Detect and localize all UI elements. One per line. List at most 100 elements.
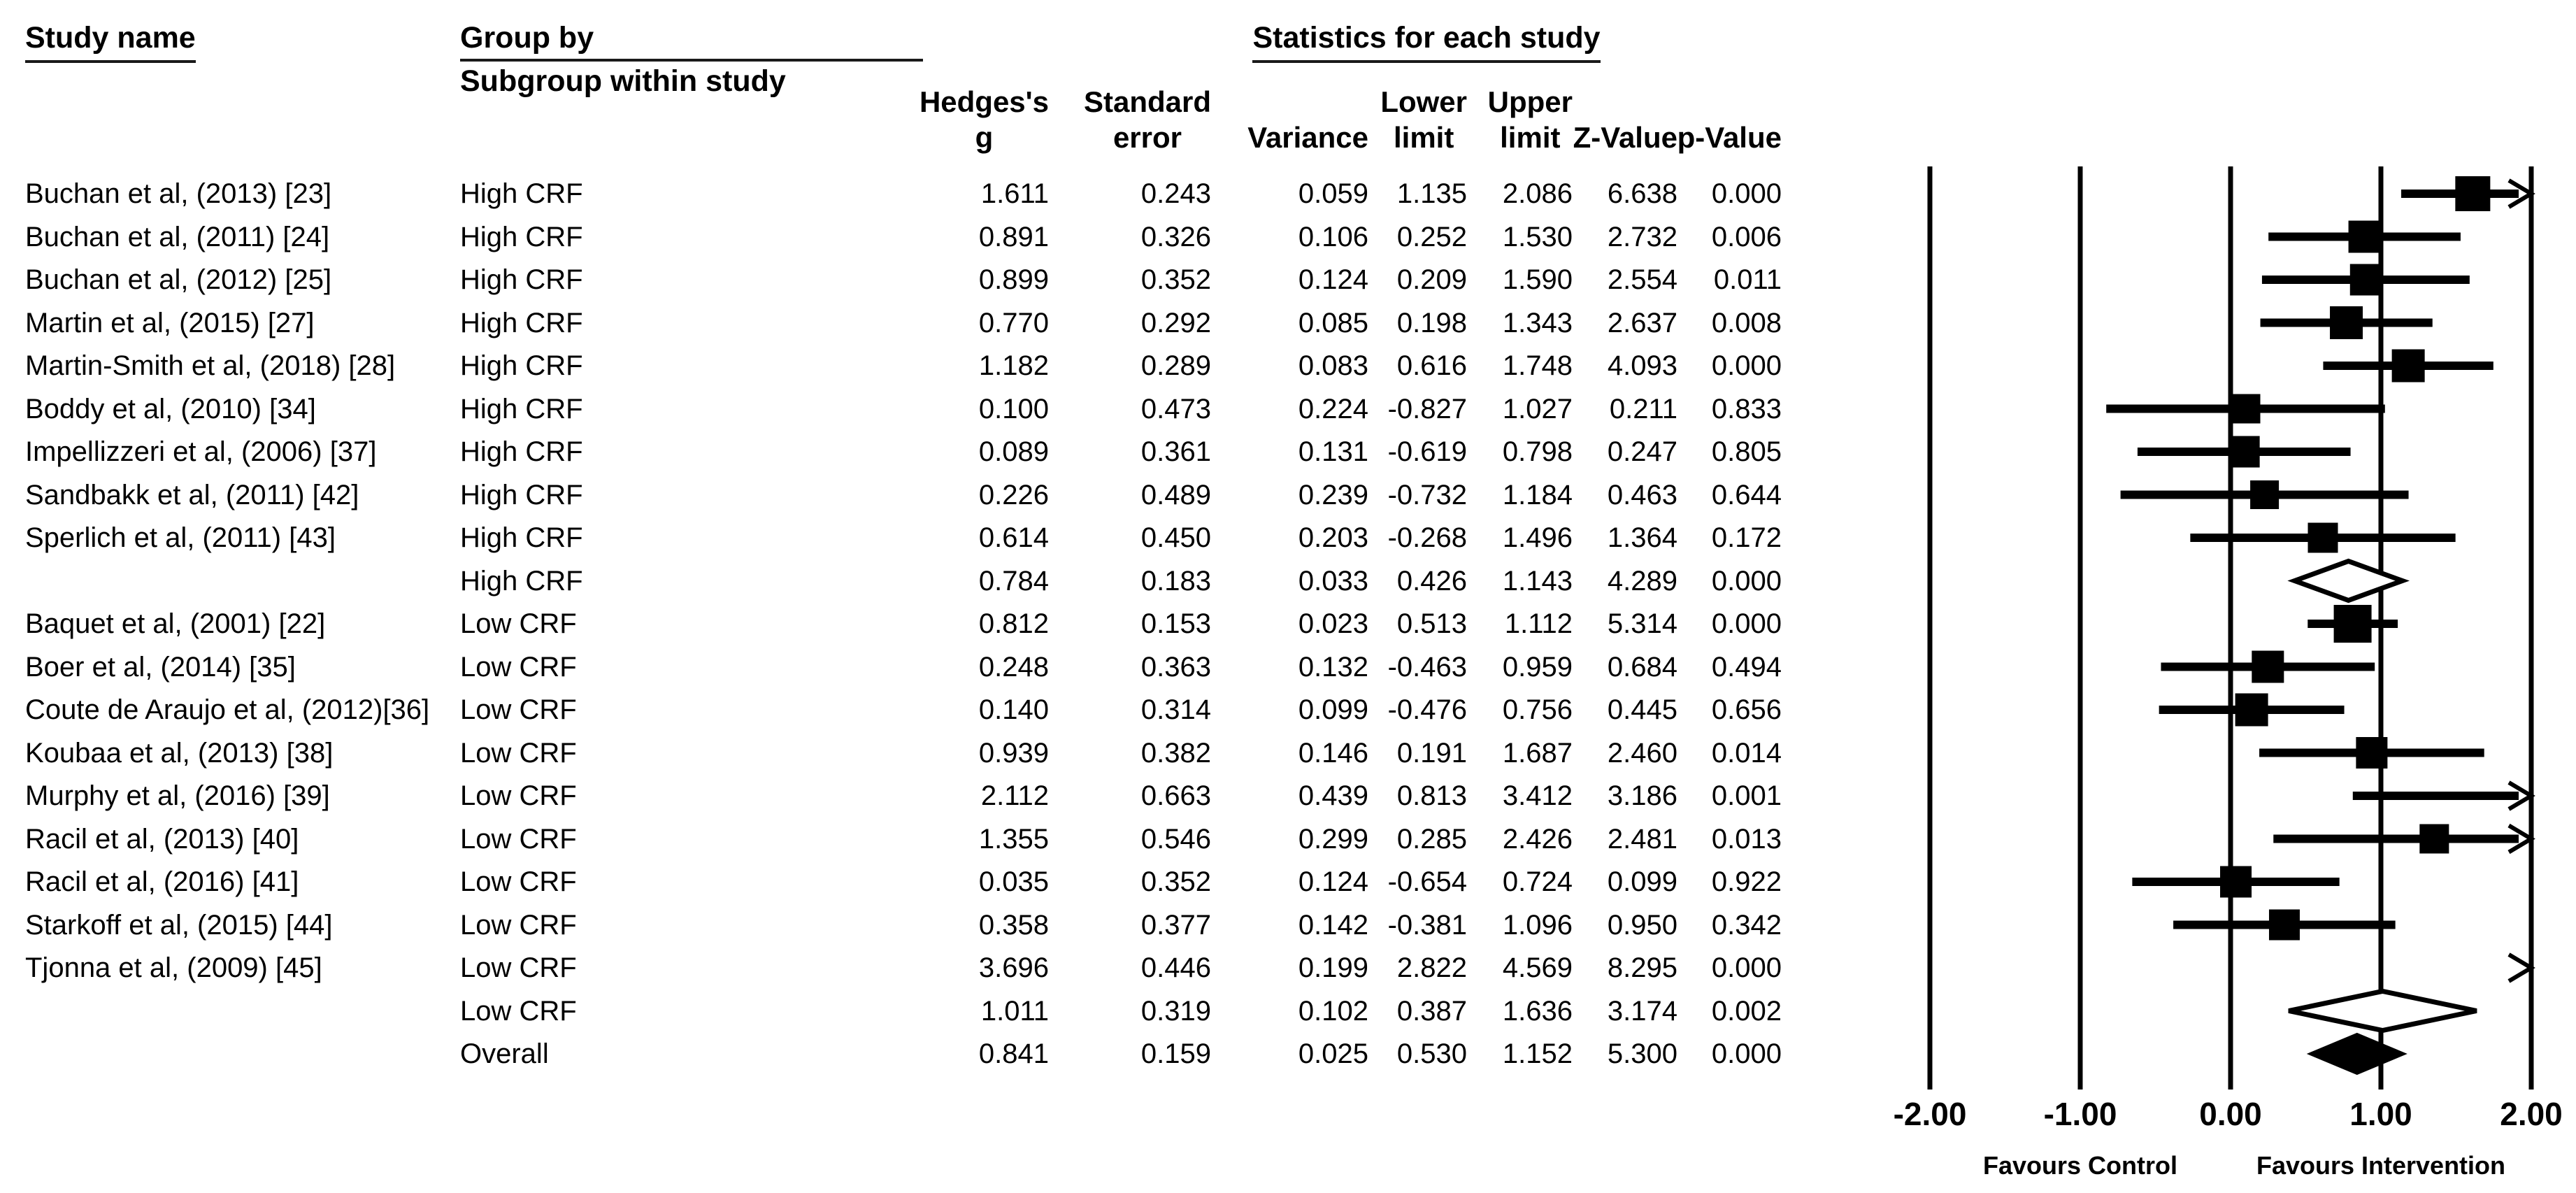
subgroup-value: Low CRF (460, 694, 577, 725)
column-header-standard-error: Standard error (1083, 85, 1211, 154)
stat-upper-limit: 1.152 (1502, 1038, 1573, 1069)
clip-arrow-icon (2507, 178, 2535, 209)
stat-hedges-g: 0.358 (978, 909, 1049, 941)
stat-p-value: 0.013 (1711, 823, 1782, 855)
stat-z-value: 5.314 (1607, 608, 1677, 639)
stat-hedges-g: 3.696 (978, 952, 1049, 983)
effect-square (2330, 306, 2363, 339)
stat-variance: 0.142 (1298, 909, 1368, 941)
stat-upper-limit: 1.687 (1502, 737, 1573, 769)
stat-p-value: 0.805 (1711, 436, 1782, 467)
stat-p-value: 0.922 (1711, 866, 1782, 897)
stat-p-value: 0.000 (1711, 608, 1782, 639)
study-name: Baquet et al, (2001) [22] (25, 608, 326, 639)
stat-standard-error: 0.382 (1140, 737, 1211, 769)
stat-variance: 0.023 (1298, 608, 1368, 639)
stat-variance: 0.102 (1298, 995, 1368, 1027)
stat-z-value: 0.684 (1607, 651, 1677, 683)
stat-variance: 0.124 (1298, 866, 1368, 897)
subgroup-value: High CRF (460, 307, 583, 338)
stat-variance: 0.106 (1298, 221, 1368, 252)
subgroup-value: High CRF (460, 350, 583, 381)
stat-variance: 0.299 (1298, 823, 1368, 855)
stat-hedges-g: 0.939 (978, 737, 1049, 769)
study-name: Tjonna et al, (2009) [45] (25, 952, 322, 983)
stat-z-value: 0.099 (1607, 866, 1677, 897)
subgroup-value: High CRF (460, 565, 583, 596)
stat-hedges-g: 0.841 (978, 1038, 1049, 1069)
study-name: Sandbakk et al, (2011) [42] (25, 479, 359, 510)
clip-arrow-icon (2507, 780, 2535, 811)
effect-square (2455, 176, 2491, 211)
stat-lower-limit: -0.732 (1387, 479, 1467, 510)
stat-standard-error: 0.319 (1140, 995, 1211, 1027)
subgroup-summary-diamond (2288, 988, 2477, 1034)
stat-lower-limit: 0.191 (1396, 737, 1467, 769)
stat-lower-limit: 0.426 (1396, 565, 1467, 596)
overall-summary-diamond (2306, 1032, 2407, 1076)
effect-square (2356, 737, 2388, 769)
stat-z-value: 2.732 (1607, 221, 1677, 252)
stat-variance: 0.085 (1298, 307, 1368, 338)
stat-variance: 0.083 (1298, 350, 1368, 381)
stat-hedges-g: 0.035 (978, 866, 1049, 897)
stat-hedges-g: 0.614 (978, 522, 1049, 553)
stat-upper-limit: 1.343 (1502, 307, 1573, 338)
study-name: Racil et al, (2013) [40] (25, 823, 299, 855)
subgroup-value: High CRF (460, 264, 583, 295)
stat-variance: 0.146 (1298, 737, 1368, 769)
stat-p-value: 0.001 (1711, 780, 1782, 811)
stat-standard-error: 0.243 (1140, 178, 1211, 209)
stat-p-value: 0.833 (1711, 393, 1782, 424)
stat-standard-error: 0.361 (1140, 436, 1211, 467)
subgroup-within-study-label: Subgroup within study (460, 64, 786, 98)
stat-standard-error: 0.546 (1140, 823, 1211, 855)
stat-standard-error: 0.473 (1140, 393, 1211, 424)
stat-z-value: 0.463 (1607, 479, 1677, 510)
study-name: Sperlich et al, (2011) [43] (25, 522, 336, 553)
stat-hedges-g: 0.226 (978, 479, 1049, 510)
subgroup-value: High CRF (460, 393, 583, 424)
column-header-lower-limit: Lower limit (1380, 85, 1467, 154)
stat-upper-limit: 3.412 (1502, 780, 1573, 811)
study-name: Racil et al, (2016) [41] (25, 866, 299, 897)
stat-lower-limit: -0.268 (1387, 522, 1467, 553)
study-name: Martin-Smith et al, (2018) [28] (25, 350, 396, 381)
stat-standard-error: 0.363 (1140, 651, 1211, 683)
stat-standard-error: 0.153 (1140, 608, 1211, 639)
stat-lower-limit: 0.209 (1396, 264, 1467, 295)
effect-square (2252, 650, 2284, 683)
column-header-upper-limit: Upper limit (1487, 85, 1573, 154)
stat-standard-error: 0.489 (1140, 479, 1211, 510)
stat-p-value: 0.172 (1711, 522, 1782, 553)
stat-hedges-g: 0.100 (978, 393, 1049, 424)
effect-square (2333, 605, 2372, 643)
stat-p-value: 0.006 (1711, 221, 1782, 252)
stat-standard-error: 0.292 (1140, 307, 1211, 338)
effect-square (2235, 693, 2268, 727)
stat-lower-limit: -0.827 (1387, 393, 1467, 424)
stat-standard-error: 0.446 (1140, 952, 1211, 983)
stat-upper-limit: 2.426 (1502, 823, 1573, 855)
subgroup-value: High CRF (460, 178, 583, 209)
subgroup-value: Low CRF (460, 952, 577, 983)
stat-p-value: 0.000 (1711, 565, 1782, 596)
column-header-z-value: Z-Value (1573, 121, 1677, 154)
stat-p-value: 0.008 (1711, 307, 1782, 338)
stat-p-value: 0.014 (1711, 737, 1782, 769)
stat-hedges-g: 0.784 (978, 565, 1049, 596)
stat-upper-limit: 2.086 (1502, 178, 1573, 209)
stat-z-value: 2.554 (1607, 264, 1677, 295)
stat-hedges-g: 0.899 (978, 264, 1049, 295)
stat-p-value: 0.644 (1711, 479, 1782, 510)
stat-upper-limit: 0.798 (1502, 436, 1573, 467)
stat-hedges-g: 1.611 (980, 178, 1049, 209)
stat-variance: 0.439 (1298, 780, 1368, 811)
subgroup-value: High CRF (460, 479, 583, 510)
x-tick-label: -2.00 (1893, 1096, 1967, 1132)
study-name: Boer et al, (2014) [35] (25, 651, 296, 683)
stat-p-value: 0.011 (1713, 264, 1782, 295)
stat-variance: 0.033 (1298, 565, 1368, 596)
study-name: Buchan et al, (2012) [25] (25, 264, 332, 295)
stat-upper-limit: 1.027 (1502, 393, 1573, 424)
